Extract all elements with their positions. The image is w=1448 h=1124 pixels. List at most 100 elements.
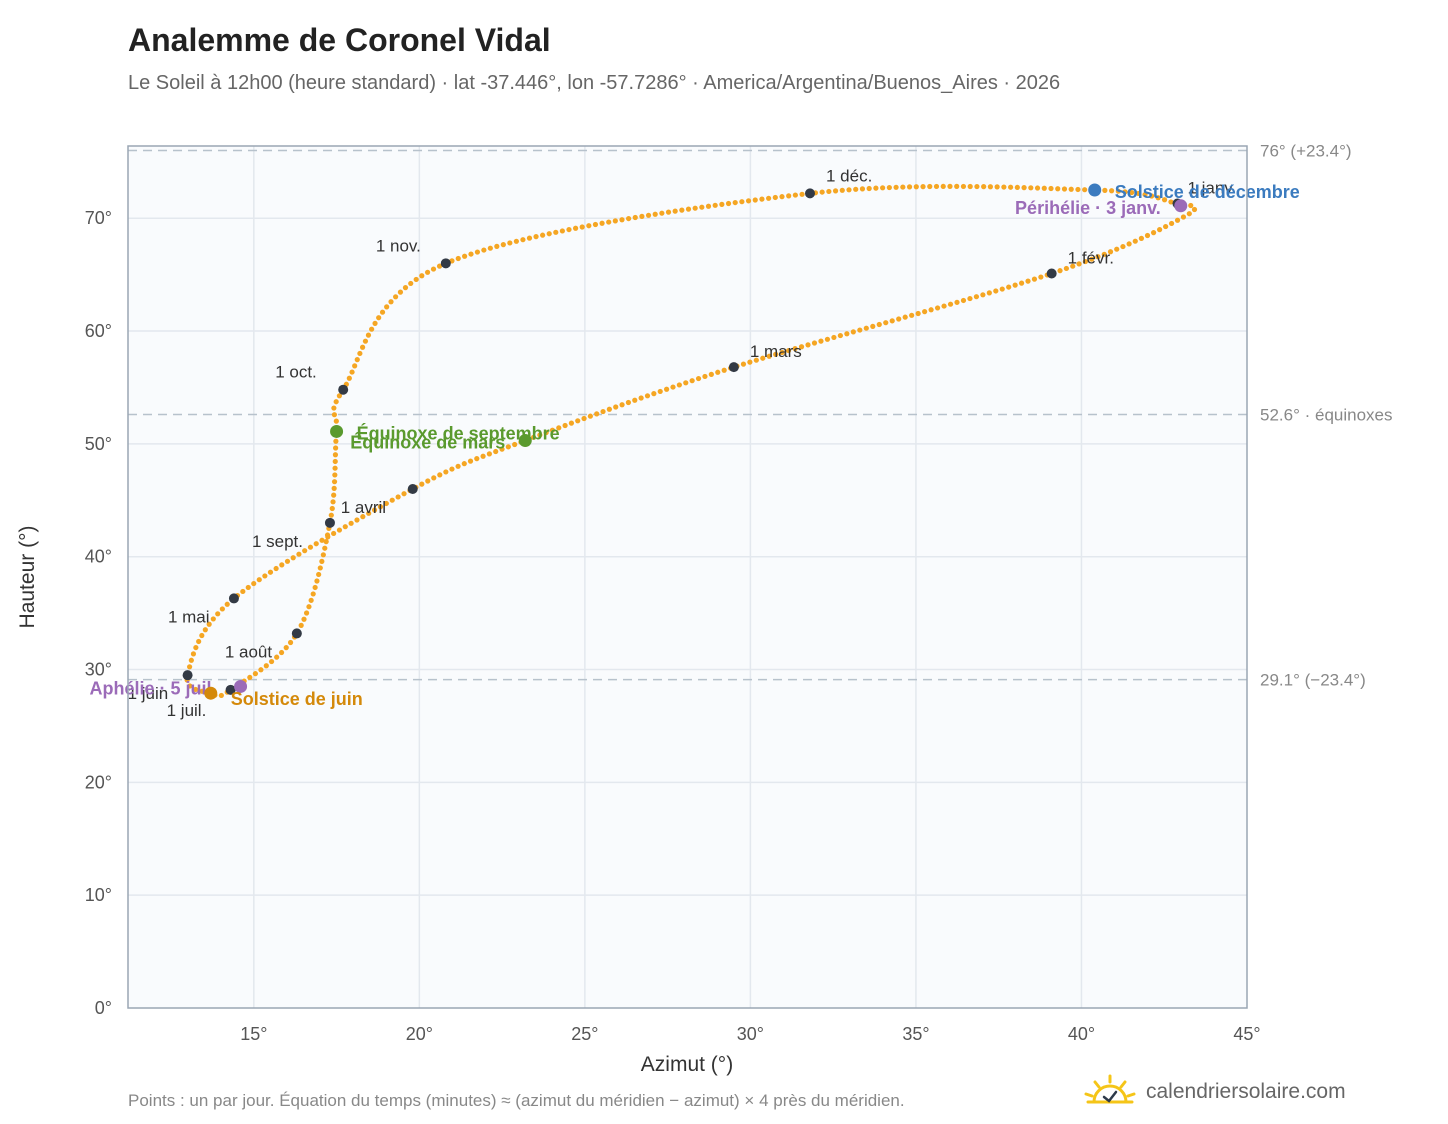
grid	[128, 146, 1247, 1008]
daily-point	[566, 226, 572, 233]
daily-point	[352, 363, 358, 369]
daily-point	[625, 399, 632, 406]
daily-point	[1089, 256, 1095, 262]
daily-point	[1101, 251, 1107, 257]
daily-point	[619, 402, 625, 408]
daily-point	[1120, 243, 1126, 250]
daily-point	[1034, 185, 1041, 191]
daily-point	[645, 212, 652, 218]
daily-point	[873, 185, 879, 191]
month-label: 1 mars	[750, 342, 802, 361]
daily-point	[199, 632, 205, 639]
daily-point	[708, 371, 714, 377]
daily-point	[893, 184, 899, 190]
x-tick-label: 35°	[902, 1024, 929, 1044]
daily-point	[512, 441, 518, 448]
daily-point	[224, 601, 230, 607]
daily-point	[712, 202, 718, 208]
daily-point	[371, 507, 378, 513]
event-label: Équinoxe de septembre	[357, 422, 560, 443]
daily-point	[752, 197, 758, 203]
month-label: 1 mai	[168, 607, 210, 626]
daily-point	[319, 558, 325, 564]
daily-point	[725, 200, 732, 207]
month-marker	[338, 384, 349, 395]
y-tick-label: 0°	[95, 998, 112, 1018]
daily-point	[331, 412, 338, 418]
daily-point	[900, 184, 906, 190]
daily-point	[468, 251, 474, 257]
daily-point	[336, 393, 342, 399]
daily-point	[395, 494, 401, 500]
daily-point	[461, 461, 467, 467]
daily-point	[798, 344, 805, 350]
daily-point	[613, 404, 619, 410]
daily-point	[329, 505, 335, 512]
daily-point	[1115, 188, 1121, 194]
daily-point	[740, 361, 747, 367]
daily-point	[443, 469, 449, 475]
daily-point	[354, 357, 360, 363]
daily-point	[1082, 258, 1088, 265]
daily-point	[436, 263, 443, 269]
daily-point	[533, 234, 539, 240]
daily-point	[1161, 197, 1168, 203]
y-tick-label: 40°	[85, 547, 112, 567]
daily-point	[1075, 186, 1081, 193]
daily-point	[1138, 235, 1145, 241]
daily-point	[520, 237, 526, 243]
daily-point	[333, 445, 339, 451]
axis-ticks: 15° 20° 25° 30° 35° 40° 45° 0° 10° 20° 30° 40° 50° 60…	[85, 208, 1261, 1044]
daily-point	[346, 375, 352, 381]
daily-point	[303, 610, 310, 616]
daily-point	[579, 224, 585, 230]
daily-point	[486, 451, 492, 457]
daily-point	[1163, 223, 1169, 230]
daily-point	[332, 472, 338, 478]
daily-point	[1012, 282, 1018, 288]
daily-point	[310, 591, 316, 597]
month-marker	[1046, 268, 1057, 279]
daily-point	[431, 475, 437, 481]
month-marker	[324, 517, 335, 528]
daily-point	[507, 240, 513, 246]
daily-point	[376, 315, 382, 321]
sun-logo-icon	[1084, 1074, 1136, 1104]
daily-point	[927, 183, 933, 190]
daily-point	[455, 255, 461, 262]
daily-point	[306, 604, 312, 610]
daily-point	[331, 530, 337, 537]
daily-point	[619, 217, 625, 223]
daily-point	[218, 692, 224, 699]
daily-point	[1008, 184, 1014, 190]
daily-point	[981, 184, 987, 190]
daily-point	[307, 544, 314, 550]
daily-point	[960, 183, 967, 190]
daily-point	[372, 320, 378, 326]
daily-point	[986, 290, 992, 296]
daily-point	[273, 565, 279, 572]
brand[interactable]: calendriersolaire.com	[1082, 1070, 1346, 1114]
daily-point	[487, 245, 493, 251]
daily-point	[967, 183, 973, 190]
daily-point	[695, 375, 702, 382]
daily-point	[805, 342, 811, 348]
daily-point	[933, 183, 940, 190]
daily-point	[331, 492, 337, 498]
daily-point	[626, 215, 632, 222]
daily-point	[383, 500, 389, 507]
daily-point	[993, 288, 999, 294]
daily-point	[546, 231, 552, 237]
daily-point	[586, 223, 592, 229]
chart-title: Analemme de Coronel Vidal	[128, 22, 551, 58]
daily-point	[331, 479, 338, 485]
daily-point	[268, 658, 275, 665]
daily-point	[530, 434, 537, 440]
event-label: Solstice de décembre	[1115, 182, 1300, 202]
daily-point	[612, 218, 618, 224]
event-label: Solstice de juin	[231, 689, 363, 709]
daily-point	[934, 305, 941, 311]
daily-point	[499, 446, 505, 452]
daily-point	[947, 301, 954, 307]
plot-frame	[127, 145, 1248, 1009]
